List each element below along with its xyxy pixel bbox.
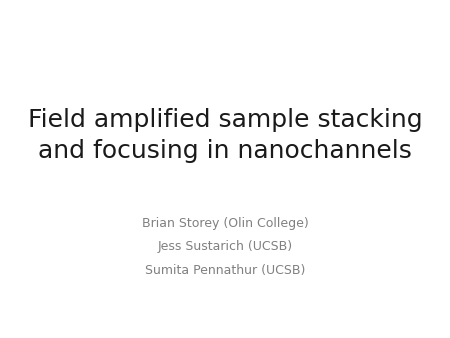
Text: Field amplified sample stacking
and focusing in nanochannels: Field amplified sample stacking and focu… — [28, 108, 422, 163]
Text: Jess Sustarich (UCSB): Jess Sustarich (UCSB) — [158, 240, 292, 253]
Text: Sumita Pennathur (UCSB): Sumita Pennathur (UCSB) — [145, 264, 305, 277]
Text: Brian Storey (Olin College): Brian Storey (Olin College) — [142, 217, 308, 230]
